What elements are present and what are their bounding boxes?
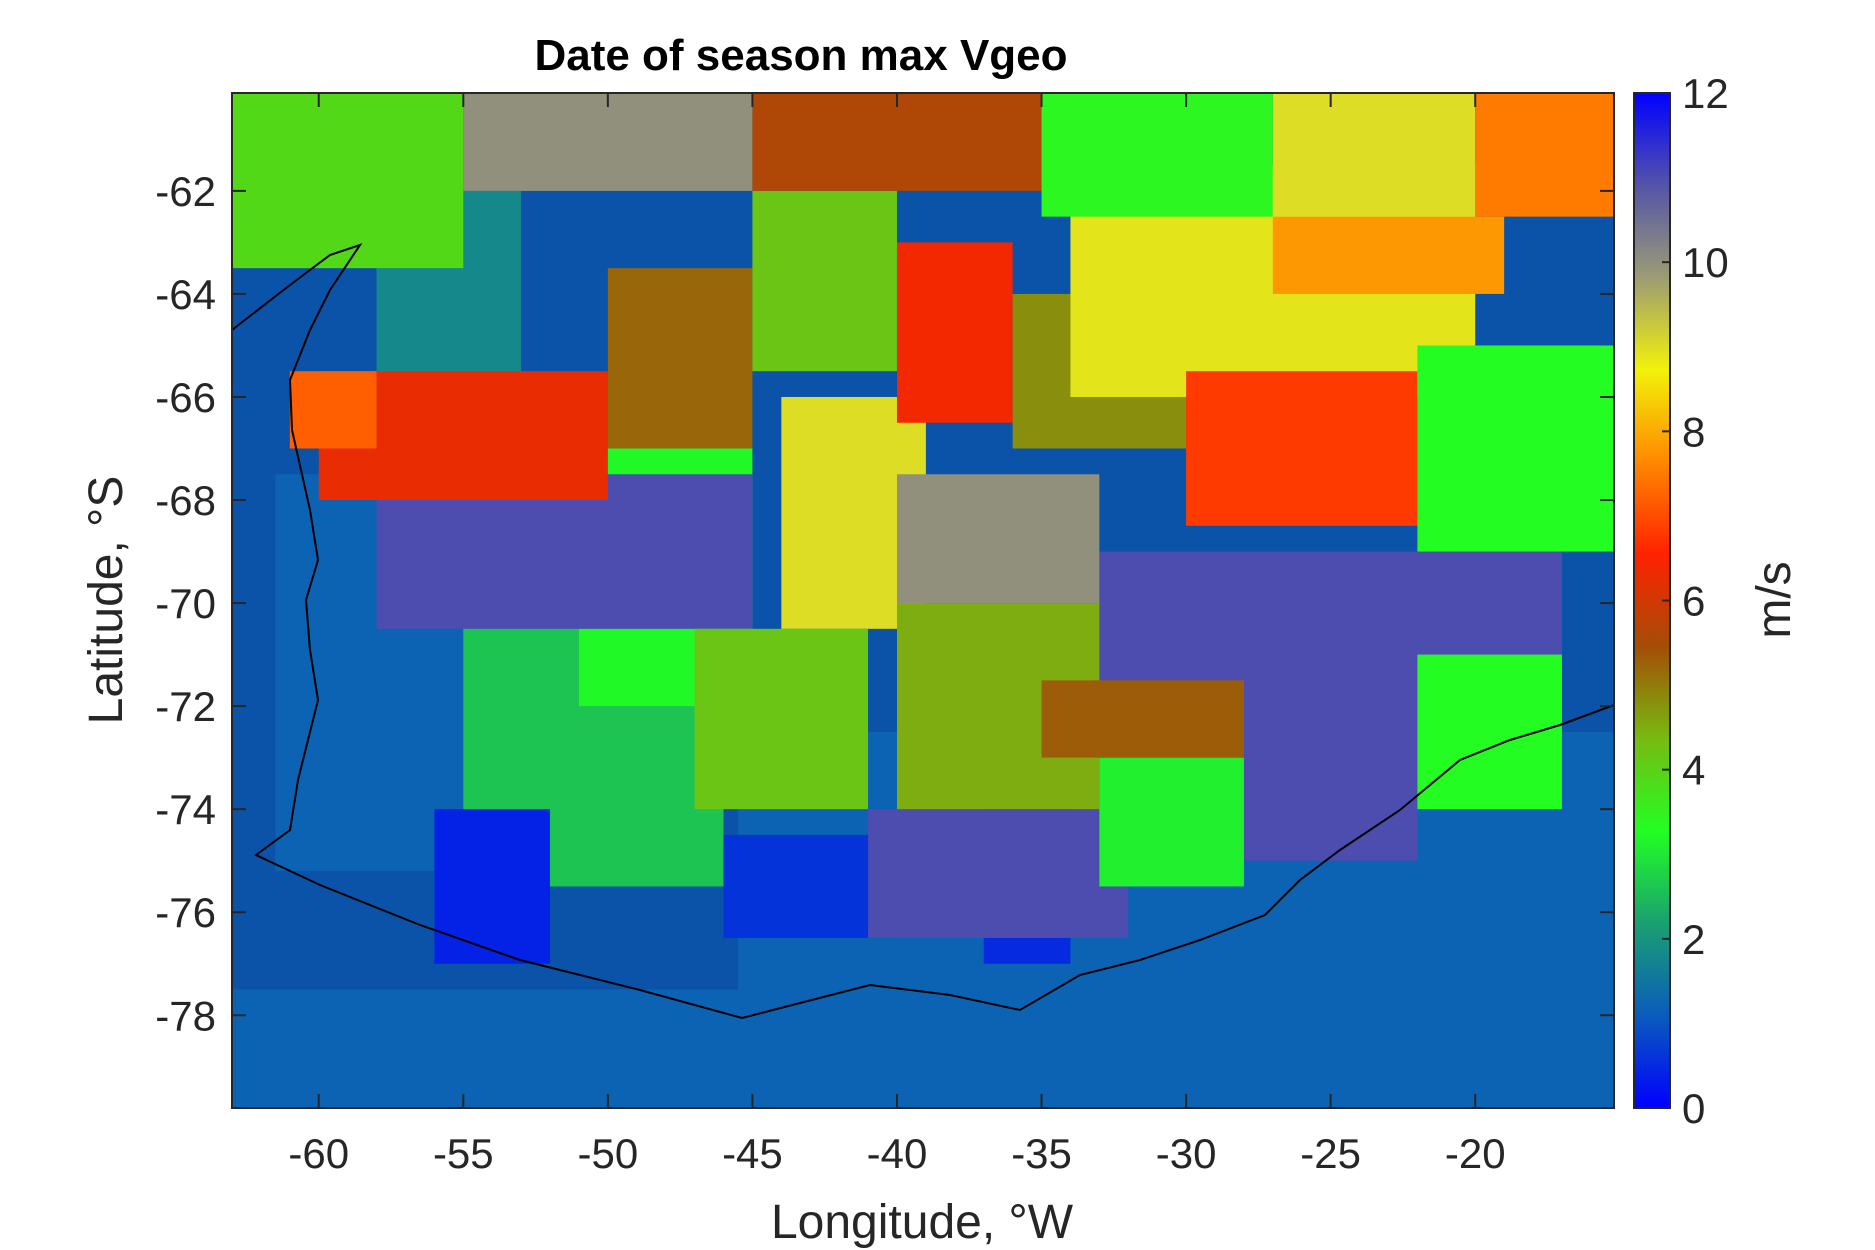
y-tick-label: -78 (155, 992, 216, 1039)
heatmap-cell-19 (1041, 680, 1244, 758)
heatmap-cell-30 (1417, 345, 1614, 552)
x-tick-label: -40 (867, 1130, 928, 1177)
y-tick-label: -64 (155, 271, 216, 318)
heatmap-cells (232, 93, 1614, 1108)
colorbar-tick-label: 4 (1682, 747, 1705, 794)
y-tick-label: -68 (155, 477, 216, 524)
heatmap-cell-28 (1272, 216, 1505, 294)
colorbar-ticks: 0 2 4 6 8 10 12 (1662, 70, 1729, 1132)
heatmap-cell-24 (752, 190, 897, 372)
heatmap-cell-23 (607, 268, 753, 449)
y-tick-label: -62 (155, 168, 216, 215)
colorbar-tick-label: 6 (1682, 578, 1705, 625)
heatmap-cell-29 (1186, 371, 1418, 526)
heatmap-cell-36 (1475, 93, 1614, 217)
x-tick-label: -55 (433, 1130, 494, 1177)
x-tick-label: -60 (288, 1130, 349, 1177)
colorbar-tick-label: 12 (1682, 70, 1729, 117)
colorbar-tick-label: 10 (1682, 239, 1729, 286)
x-tick-label: -20 (1445, 1130, 1506, 1177)
y-tick-label: -70 (155, 580, 216, 627)
y-tick-label: -76 (155, 889, 216, 936)
heatmap-cell-18 (1099, 757, 1244, 887)
x-tick-label: -50 (578, 1130, 639, 1177)
heatmap-cell-7 (434, 809, 551, 964)
heatmap-cell-31 (232, 93, 464, 269)
x-tick-label: -30 (1156, 1130, 1217, 1177)
chart-title: Date of season max Vgeo (534, 31, 1067, 80)
heatmap-cell-16 (694, 628, 869, 810)
coastline (232, 243, 1614, 1020)
colorbar: 0 2 4 6 8 10 12 m/s (1633, 70, 1801, 1132)
heatmap-cell-15 (896, 474, 1100, 604)
heatmap-cell-25 (896, 242, 1013, 423)
colorbar-tick-label: 2 (1682, 916, 1705, 963)
colorbar-tick-label: 0 (1682, 1085, 1705, 1132)
x-axis-ticks: -60 -55 -50 -45 -40 -35 -30 -25 -20 (288, 93, 1506, 1177)
x-axis-label: Longitude, °W (771, 1196, 1074, 1249)
y-tick-label: -66 (155, 374, 216, 421)
heatmap-cell-33 (752, 93, 1042, 191)
heatmap-cell-22 (289, 371, 377, 449)
y-tick-label: -72 (155, 683, 216, 730)
plot-frame (231, 92, 1615, 1109)
heatmap-cell-3 (232, 989, 1614, 1108)
x-tick-label: -25 (1300, 1130, 1361, 1177)
heatmap-cell-32 (463, 93, 753, 191)
heatmap-cell-34 (1041, 93, 1273, 217)
y-tick-label: -74 (155, 786, 216, 833)
colorbar-tick-label: 8 (1682, 408, 1705, 455)
map-plot-area (231, 92, 1615, 1109)
heatmap-cell-10 (868, 809, 1129, 938)
heatmap-cell-35 (1272, 93, 1476, 217)
colorbar-label: m/s (1748, 561, 1801, 638)
x-tick-label: -45 (722, 1130, 783, 1177)
y-axis-label: Latitude, °S (80, 476, 133, 725)
y-axis-ticks: -62 -64 -66 -68 -70 -72 -74 -76 -78 (155, 168, 1614, 1039)
x-tick-label: -35 (1011, 1130, 1072, 1177)
